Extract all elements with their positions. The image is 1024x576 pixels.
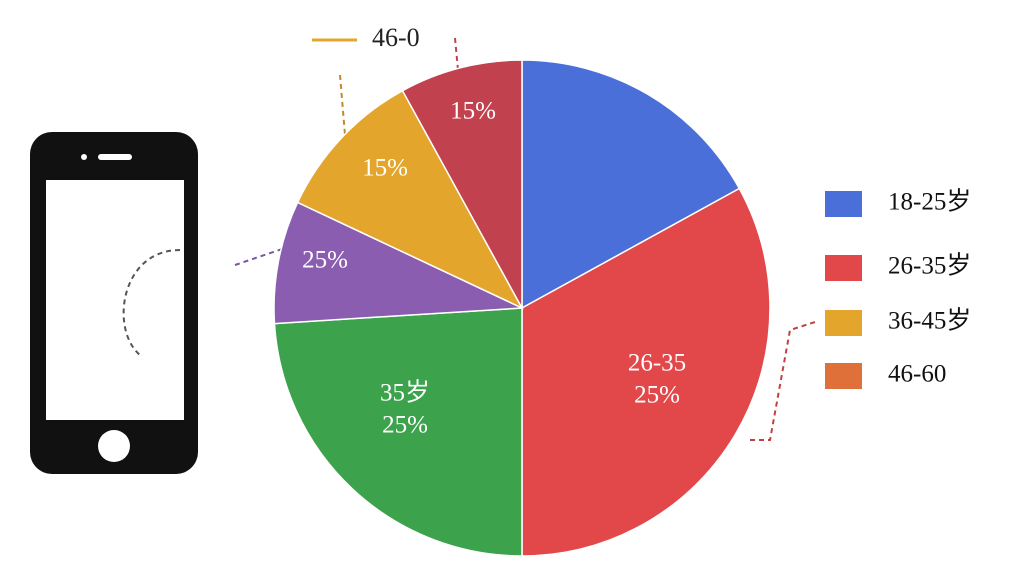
legend: 18-25岁 26-35岁 36-45岁 46-60 <box>825 188 971 389</box>
legend-swatch <box>825 310 862 336</box>
slice-label: 15% <box>450 98 496 125</box>
pie: 26-35 25% 35岁 25% 25% 15% 15% <box>273 59 771 557</box>
legend-swatch <box>825 255 862 281</box>
pie-slice <box>273 201 523 325</box>
pie-slice <box>273 307 523 557</box>
legend-label: 36-45岁 <box>888 307 971 335</box>
legend-label: 46-60 <box>888 361 946 388</box>
pie-slice <box>521 187 771 557</box>
legend-swatch <box>825 363 862 389</box>
legend-label: 18-25岁 <box>888 188 971 216</box>
legend-label: 26-35岁 <box>888 252 971 280</box>
legend-swatch <box>825 191 862 217</box>
leaders <box>234 37 816 441</box>
pie-slice <box>401 59 523 309</box>
pie-slice <box>521 59 741 310</box>
slice-label: 25% <box>382 412 428 439</box>
slice-label: 26-35 <box>628 350 686 377</box>
slice-label: 15% <box>362 155 408 182</box>
slice-label: 35岁 <box>380 379 430 407</box>
slice-label: 25% <box>634 382 680 409</box>
pie-slice <box>296 89 524 310</box>
phone-icon <box>30 132 198 474</box>
annotation: 46-0 <box>372 23 420 52</box>
slice-label: 25% <box>302 247 348 274</box>
